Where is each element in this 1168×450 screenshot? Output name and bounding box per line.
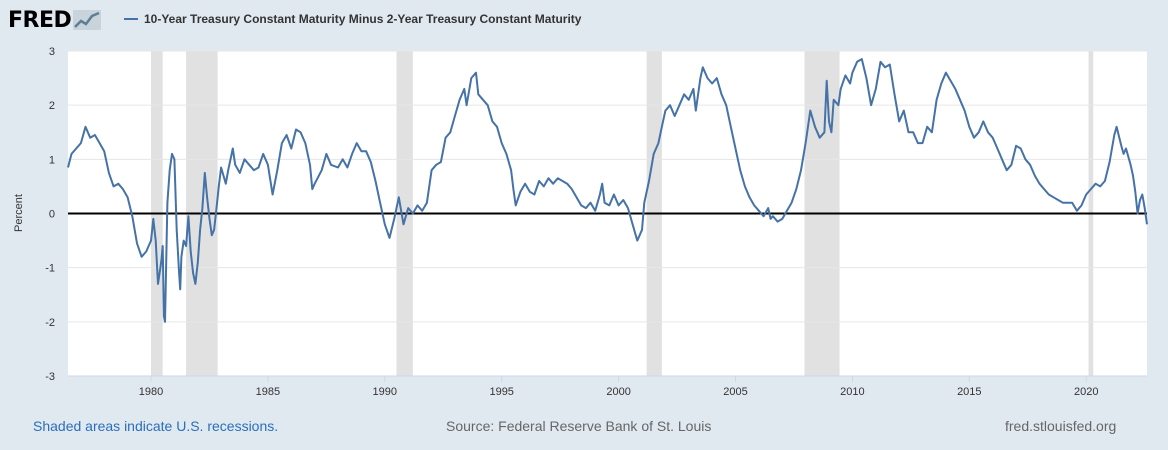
- y-tick-label: 3: [49, 46, 55, 58]
- fred-logo-chart-icon: [73, 10, 102, 30]
- recession-note-link[interactable]: Shaded areas indicate U.S. recessions.: [33, 418, 279, 434]
- x-tick-label: 2020: [1074, 386, 1098, 398]
- chart-legend: 10-Year Treasury Constant Maturity Minus…: [124, 12, 581, 26]
- x-tick-label: 2015: [957, 386, 981, 398]
- site-link[interactable]: fred.stlouisfed.org: [1005, 418, 1117, 434]
- x-tick-label: 1985: [256, 386, 280, 398]
- y-tick-label: 2: [49, 100, 55, 112]
- legend-series-name: 10-Year Treasury Constant Maturity Minus…: [144, 12, 582, 26]
- x-tick-label: 2000: [606, 386, 630, 398]
- y-axis-ticks: -3 -2 -1 0 1 2 3: [45, 46, 55, 383]
- x-tick-label: 1990: [373, 386, 397, 398]
- x-tick-label: 1980: [139, 386, 163, 398]
- y-tick-label: 0: [49, 209, 55, 221]
- fred-logo[interactable]: FRED: [8, 6, 102, 34]
- x-tick-label: 2005: [723, 386, 747, 398]
- y-tick-label: -1: [45, 263, 55, 275]
- legend-swatch: [124, 18, 138, 20]
- x-tick-label: 2010: [840, 386, 864, 398]
- series-line[interactable]: [67, 58, 1148, 323]
- source-text: Source: Federal Reserve Bank of St. Loui…: [446, 418, 712, 434]
- y-tick-label: 1: [49, 154, 55, 166]
- x-axis-ticks: 1980 1985 1990 1995 2000 2005 2010 2015 2020: [68, 375, 1147, 398]
- y-tick-label: -2: [45, 317, 55, 329]
- y-tick-label: -3: [45, 371, 55, 383]
- y-axis-label: Percent: [13, 194, 25, 232]
- fred-logo-text: FRED: [8, 7, 72, 33]
- x-tick-label: 1995: [489, 386, 513, 398]
- line-chart: -3 -2 -1 0 1 2 3 1980 1985 1990 1995 2000 2005 2010 2…: [13, 46, 1148, 398]
